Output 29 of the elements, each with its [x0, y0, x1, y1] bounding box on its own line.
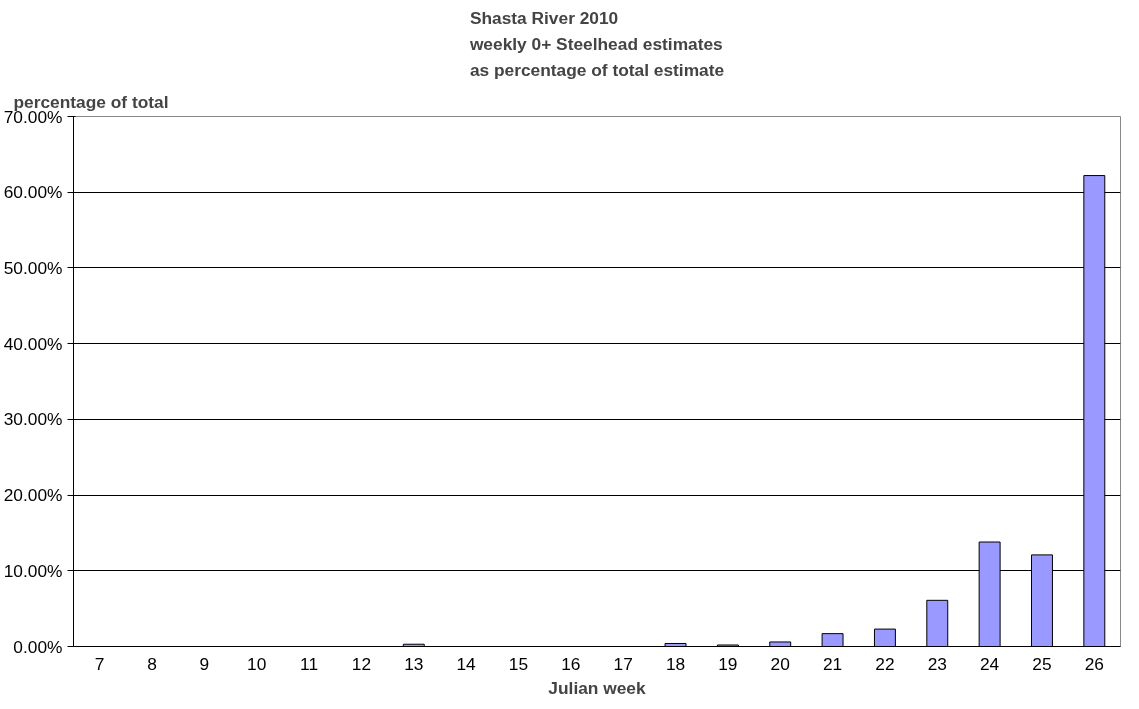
x-tick-label: 25: [1032, 653, 1052, 674]
x-tick-label: 17: [613, 653, 633, 674]
chart-title: Shasta River 2010 weekly 0+ Steelhead estimates as percentage of total estimate: [468, 7, 725, 80]
x-tick-label: 12: [351, 653, 372, 674]
x-tick-label: 24: [979, 653, 1000, 674]
x-tick-label: 9: [199, 653, 210, 674]
x-tick-label: 16: [561, 653, 581, 674]
x-tick-label: 18: [665, 653, 686, 674]
x-tick-label: 14: [456, 653, 477, 674]
x-tick-label: 15: [508, 653, 529, 674]
y-tick-label: 60.00%: [3, 182, 63, 203]
y-tick-label: 50.00%: [3, 257, 63, 278]
x-tick-label: 11: [300, 653, 319, 674]
y-tick-label: 40.00%: [3, 333, 63, 354]
y-tick-label: 30.00%: [3, 409, 63, 430]
y-tick-label: 20.00%: [3, 485, 63, 506]
x-tick-label: 21: [822, 653, 843, 674]
x-tick-label: 8: [147, 653, 157, 674]
x-tick-label: 7: [94, 653, 105, 674]
x-tick-label: 23: [927, 653, 947, 674]
x-tick-label: 26: [1084, 653, 1104, 674]
x-tick-label: 22: [875, 653, 895, 674]
y-tick-label: 0.00%: [13, 636, 63, 657]
y-tick-label: 10.00%: [3, 560, 63, 581]
x-tick-label: 20: [770, 653, 790, 674]
x-tick-label: 10: [247, 653, 267, 674]
x-tick-label: 19: [718, 653, 738, 674]
x-axis-title: Julian week: [548, 677, 646, 698]
x-tick-label: 13: [404, 653, 424, 674]
